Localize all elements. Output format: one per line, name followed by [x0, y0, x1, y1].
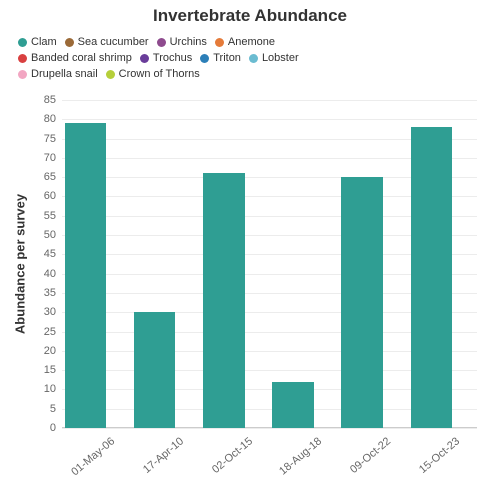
bar [203, 173, 245, 428]
legend-label: Anemone [228, 36, 275, 48]
y-tick-label: 30 [44, 306, 62, 318]
bar [341, 177, 383, 428]
plot-area: 051015202530354045505560657075808501-May… [62, 100, 477, 428]
legend-item: Banded coral shrimp [18, 50, 132, 66]
x-tick-label: 09-Oct-22 [340, 434, 395, 483]
grid-line [62, 428, 477, 429]
legend-item: Drupella snail [18, 66, 98, 82]
x-tick-label: 17-Apr-10 [132, 434, 187, 483]
legend-dot [18, 38, 27, 47]
legend-dot [18, 70, 27, 79]
legend-dot [157, 38, 166, 47]
y-tick-label: 70 [44, 152, 62, 164]
bar [272, 382, 314, 428]
chart-title: Invertebrate Abundance [0, 6, 500, 26]
legend-label: Banded coral shrimp [31, 52, 132, 64]
y-tick-label: 40 [44, 268, 62, 280]
y-tick-label: 80 [44, 113, 62, 125]
y-tick-label: 85 [44, 94, 62, 106]
legend-item: Clam [18, 34, 57, 50]
y-tick-label: 75 [44, 133, 62, 145]
bar [134, 312, 176, 428]
legend-item: Triton [200, 50, 241, 66]
legend-item: Sea cucumber [65, 34, 149, 50]
y-tick-label: 15 [44, 364, 62, 376]
y-tick-label: 60 [44, 190, 62, 202]
legend-item: Anemone [215, 34, 275, 50]
y-tick-label: 10 [44, 383, 62, 395]
legend-label: Trochus [153, 52, 192, 64]
y-tick-label: 25 [44, 326, 62, 338]
legend-label: Triton [213, 52, 241, 64]
y-tick-label: 5 [50, 403, 62, 415]
legend-label: Clam [31, 36, 57, 48]
y-tick-label: 65 [44, 171, 62, 183]
y-axis-label: Abundance per survey [13, 194, 28, 334]
legend-label: Crown of Thorns [119, 68, 200, 80]
grid-line [62, 100, 477, 101]
legend-item: Urchins [157, 34, 207, 50]
x-tick-label: 18-Aug-18 [271, 434, 326, 483]
legend-dot [215, 38, 224, 47]
legend-dot [140, 54, 149, 63]
y-tick-label: 45 [44, 248, 62, 260]
legend-dot [249, 54, 258, 63]
legend-item: Lobster [249, 50, 299, 66]
y-tick-label: 35 [44, 287, 62, 299]
legend-label: Sea cucumber [78, 36, 149, 48]
y-tick-label: 55 [44, 210, 62, 222]
y-tick-label: 0 [50, 422, 62, 434]
grid-line [62, 119, 477, 120]
legend-item: Trochus [140, 50, 192, 66]
legend-label: Urchins [170, 36, 207, 48]
legend-dot [18, 54, 27, 63]
y-tick-label: 20 [44, 345, 62, 357]
bar [411, 127, 453, 428]
legend-dot [106, 70, 115, 79]
legend-dot [200, 54, 209, 63]
bar [65, 123, 107, 428]
legend-label: Drupella snail [31, 68, 98, 80]
x-tick-label: 01-May-06 [63, 434, 118, 483]
legend-label: Lobster [262, 52, 299, 64]
x-tick-label: 15-Oct-23 [409, 434, 464, 483]
y-tick-label: 50 [44, 229, 62, 241]
legend: Clam Sea cucumber Urchins Anemone Banded cor… [18, 34, 482, 82]
legend-item: Crown of Thorns [106, 66, 200, 82]
x-tick-label: 02-Oct-15 [201, 434, 256, 483]
legend-dot [65, 38, 74, 47]
